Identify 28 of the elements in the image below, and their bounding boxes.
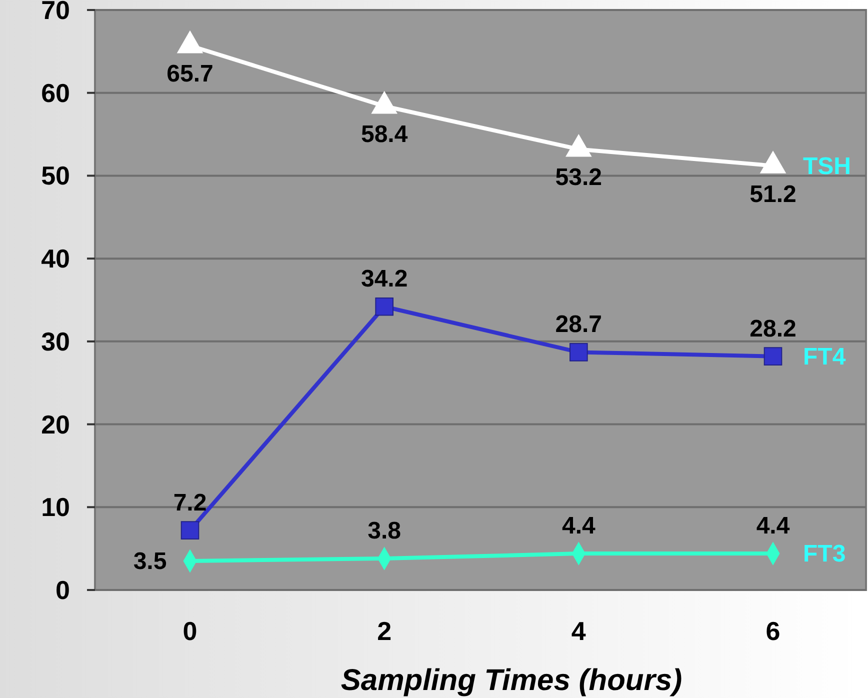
- y-tick-label: 10: [41, 492, 70, 522]
- x-tick-label: 6: [766, 616, 780, 646]
- x-tick-label: 0: [182, 616, 198, 646]
- series-label: FT4: [803, 343, 846, 370]
- y-tick-label: 50: [41, 160, 70, 191]
- data-label: 51.2: [750, 180, 796, 208]
- x-tick-label: 4: [571, 616, 586, 646]
- y-tick-label: 30: [41, 326, 70, 356]
- y-tick-label: 20: [41, 409, 70, 440]
- series-label: FT3: [803, 540, 846, 568]
- data-label: 3.8: [368, 518, 402, 545]
- x-tick-label: 2: [377, 616, 392, 646]
- data-label: 4.4: [756, 512, 790, 540]
- y-tick-label: 40: [41, 244, 70, 274]
- data-label: 53.2: [555, 164, 602, 192]
- data-label: 28.7: [555, 311, 602, 338]
- y-tick-label: 60: [41, 78, 70, 108]
- data-label: 4.4: [562, 512, 596, 540]
- data-label: 3.5: [133, 548, 167, 575]
- data-label: 28.2: [750, 315, 796, 342]
- data-label: 34.2: [360, 266, 408, 293]
- data-label: 65.7: [166, 60, 214, 88]
- series-label: TSH: [803, 152, 851, 180]
- y-tick-label: 70: [41, 0, 70, 25]
- x-axis-title: Sampling Times (hours): [340, 664, 682, 697]
- data-label: 7.2: [173, 489, 207, 516]
- y-tick-label: 0: [56, 575, 70, 605]
- data-label: 58.4: [360, 121, 408, 148]
